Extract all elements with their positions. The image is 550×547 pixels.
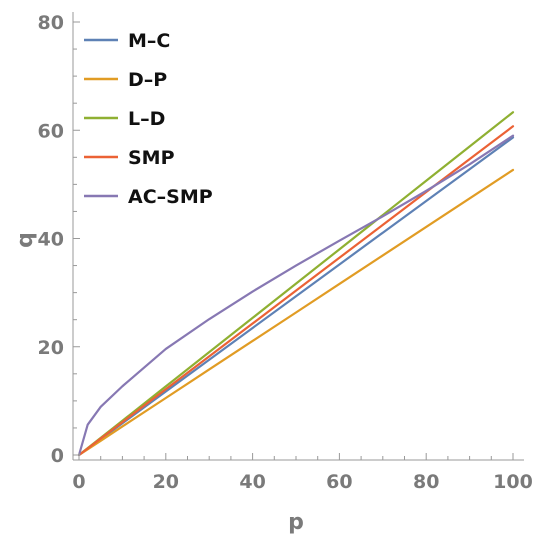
x-tick-label: 0 (72, 471, 85, 493)
series-layer (77, 111, 515, 457)
x-tick-label: 60 (326, 471, 352, 493)
axes (72, 12, 524, 461)
legend: M–C D–P L–D SMP AC–SMP (84, 30, 213, 208)
legend-label-4: SMP (128, 147, 175, 169)
x-tick-label: 80 (413, 471, 439, 493)
legend-label-1: M–C (128, 30, 170, 52)
x-tick-label: 40 (239, 471, 265, 493)
series-line-2 (77, 168, 515, 457)
y-tick-label: 0 (51, 445, 64, 467)
y-tick-label: 40 (38, 229, 64, 251)
y-tick-label: 60 (38, 120, 64, 142)
legend-label-2: D–P (128, 69, 167, 91)
y-tick-label: 80 (38, 12, 64, 34)
y-axis-title: q (13, 232, 38, 248)
series-line-5 (77, 134, 515, 457)
ticks: 0 20 40 60 80 100 0 20 40 60 80 (38, 12, 533, 493)
series-line-4 (77, 125, 515, 457)
legend-label-3: L–D (128, 108, 165, 130)
y-tick-label: 20 (38, 337, 64, 359)
x-tick-label: 100 (493, 471, 533, 493)
legend-label-5: AC–SMP (128, 186, 213, 208)
x-axis-title: p (288, 510, 304, 535)
x-tick-label: 20 (153, 471, 179, 493)
